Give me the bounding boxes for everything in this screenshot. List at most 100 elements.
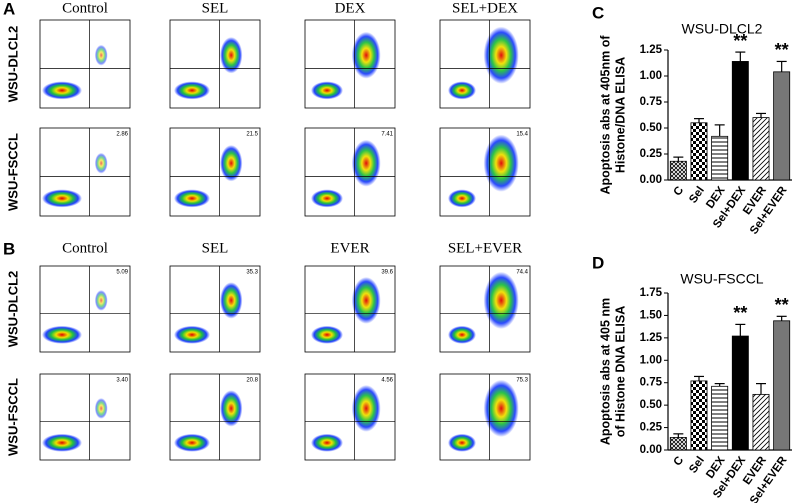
significance-mark: **	[775, 295, 789, 315]
row-label: WSU-FSCCL	[5, 133, 20, 211]
density-blob	[311, 189, 343, 208]
y-axis-label: Apoptosis abs at 405 nm	[598, 298, 612, 445]
density-blob	[448, 81, 476, 100]
y-tick-label: 0.25	[640, 148, 663, 160]
y-tick-label: 1.75	[640, 287, 663, 299]
y-tick-label: 1.00	[640, 354, 662, 366]
density-blob	[483, 379, 519, 437]
column-header: Control	[62, 240, 108, 256]
density-blob	[94, 44, 108, 66]
bar	[711, 135, 729, 181]
column-header: SEL+DEX	[452, 0, 518, 16]
y-tick-label: 0.25	[640, 422, 663, 434]
quadrant-percent: 75.3	[516, 378, 528, 384]
column-header: DEX	[335, 0, 366, 16]
y-tick-label: 1.00	[640, 70, 662, 82]
density-blob	[174, 81, 210, 100]
quadrant-percent: 7.41	[381, 132, 393, 138]
density-blob	[220, 282, 243, 319]
density-blob	[483, 134, 519, 192]
y-axis-label: Histone/DNA ELISA	[613, 57, 627, 173]
density-blob	[448, 325, 476, 344]
quadrant-percent: 4.56	[381, 378, 393, 384]
bar	[752, 393, 770, 451]
density-blob	[94, 398, 108, 419]
quadrant-percent: 5.09	[116, 270, 128, 276]
density-blob	[483, 271, 519, 329]
density-blob	[174, 189, 210, 208]
bar	[690, 122, 708, 181]
chart-title: WSU-FSCCL	[680, 271, 763, 287]
bar	[669, 437, 687, 451]
density-blob	[311, 433, 343, 452]
column-header: Control	[62, 0, 108, 16]
flow-plot-frame	[169, 265, 261, 353]
bar	[731, 61, 749, 181]
column-header: SEL+EVER	[448, 240, 522, 256]
significance-mark: **	[775, 40, 789, 60]
density-blob	[94, 152, 108, 174]
row-label: WSU-DLCL2	[5, 26, 20, 103]
density-blob	[351, 139, 381, 187]
column-header: SEL	[202, 0, 229, 16]
column-header: EVER	[330, 240, 369, 256]
density-blob	[311, 81, 343, 100]
significance-mark: **	[733, 31, 747, 51]
bar	[690, 380, 708, 451]
density-blob	[42, 325, 82, 344]
panel-letter: A	[3, 0, 15, 18]
x-tick-label: Sel	[687, 185, 707, 206]
bar	[773, 71, 791, 181]
y-tick-label: 0.50	[640, 122, 662, 134]
column-header: SEL	[202, 240, 229, 256]
density-blob	[42, 81, 82, 100]
density-blob	[351, 277, 381, 324]
y-axis-label: of Histone DNA ELISA	[613, 306, 627, 437]
y-tick-label: 0.50	[640, 399, 662, 411]
density-blob	[351, 31, 381, 79]
panel-letter: C	[592, 3, 604, 22]
density-blob	[483, 26, 519, 84]
y-axis-label: Apoptosis abs at 405nm of	[598, 35, 612, 195]
x-tick-label: C	[672, 455, 687, 469]
y-tick-label: 0.00	[640, 174, 662, 186]
bar	[711, 385, 729, 451]
x-tick-label: C	[672, 185, 687, 199]
significance-mark: **	[733, 303, 747, 323]
y-tick-label: 0.00	[640, 444, 662, 456]
quadrant-percent: 20.8	[246, 378, 258, 384]
density-blob	[220, 145, 243, 182]
y-tick-label: 1.25	[640, 44, 663, 56]
panel-letter: D	[592, 253, 604, 272]
density-blob	[174, 325, 210, 344]
density-blob	[42, 433, 82, 452]
density-blob	[448, 189, 476, 208]
y-tick-label: 1.25	[640, 332, 663, 344]
x-tick-label: Sel	[687, 455, 707, 476]
bar	[773, 320, 791, 451]
bar	[669, 160, 687, 181]
quadrant-percent: 21.5	[246, 132, 258, 138]
row-label: WSU-DLCL2	[5, 271, 20, 348]
density-blob	[448, 433, 476, 452]
density-blob	[220, 390, 243, 427]
density-blob	[174, 433, 210, 452]
y-tick-label: 0.75	[640, 96, 663, 108]
quadrant-percent: 2.86	[116, 132, 128, 138]
quadrant-percent: 15.4	[516, 132, 528, 138]
density-blob	[94, 290, 108, 311]
density-blob	[351, 385, 381, 432]
bar	[752, 117, 770, 181]
y-tick-label: 0.75	[640, 377, 663, 389]
quadrant-percent: 3.40	[116, 378, 128, 384]
density-blob	[42, 189, 82, 208]
chart-title: WSU-DLCL2	[682, 21, 763, 37]
panel-letter: B	[3, 239, 15, 258]
quadrant-percent: 35.3	[246, 270, 258, 276]
y-tick-label: 1.50	[640, 309, 662, 321]
row-label: WSU-FSCCL	[5, 378, 20, 456]
quadrant-percent: 39.6	[381, 270, 393, 276]
density-blob	[220, 37, 243, 74]
quadrant-percent: 74.4	[516, 270, 528, 276]
